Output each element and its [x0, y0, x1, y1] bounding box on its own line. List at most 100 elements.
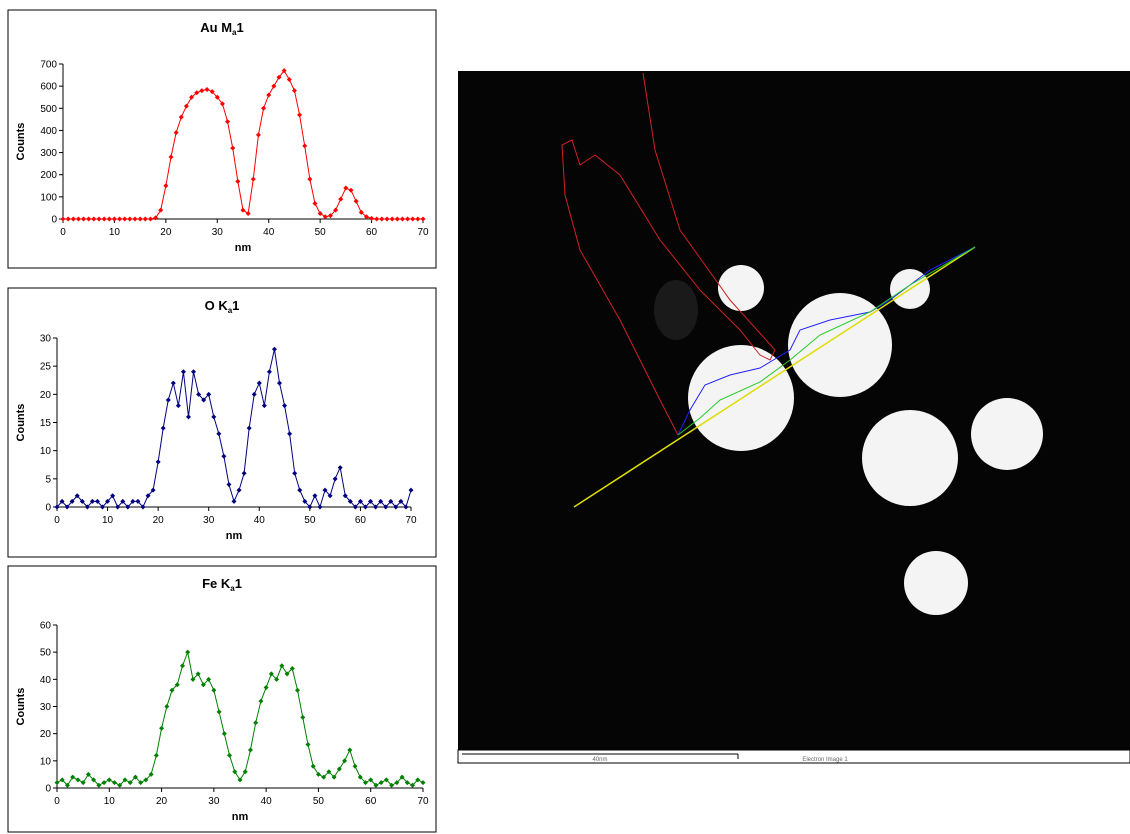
data-point [132, 774, 138, 780]
y-tick-label: 0 [51, 215, 57, 226]
data-point [169, 687, 175, 693]
data-point [394, 780, 400, 786]
data-point [399, 216, 405, 222]
data-point [89, 498, 95, 504]
data-point [342, 493, 348, 499]
data-point [211, 687, 217, 693]
data-point [378, 498, 384, 504]
data-point [227, 752, 233, 758]
data-point [300, 714, 306, 720]
data-point [312, 201, 318, 206]
data-point [266, 92, 272, 98]
data-point [256, 380, 262, 386]
data-point [94, 498, 100, 504]
y-tick-label: 500 [40, 104, 57, 115]
data-point [54, 780, 60, 786]
data-point [137, 216, 143, 222]
data-point [120, 498, 126, 504]
data-point [287, 431, 293, 437]
y-tick-label: 10 [40, 756, 52, 767]
data-point [271, 346, 277, 352]
data-point [148, 771, 154, 777]
title-part: a [232, 28, 237, 37]
data-point [221, 453, 227, 459]
data-point [140, 504, 146, 510]
x-tick-label: 50 [313, 796, 325, 807]
data-point [164, 704, 170, 709]
data-point [284, 671, 290, 677]
y-tick-label: 700 [40, 60, 57, 71]
particle [862, 410, 958, 506]
data-point [242, 769, 248, 775]
data-point [235, 178, 241, 184]
data-point [75, 216, 81, 222]
data-point [232, 769, 238, 775]
y-axis-label: Counts [15, 123, 27, 161]
y-tick-label: 0 [45, 784, 51, 795]
data-point [96, 782, 102, 788]
data-point [312, 493, 318, 499]
data-point [178, 114, 184, 120]
data-point [342, 758, 348, 764]
x-tick-label: 30 [203, 515, 215, 526]
data-point [274, 676, 280, 682]
data-point [332, 476, 338, 482]
data-point [117, 216, 123, 222]
data-point [357, 498, 363, 504]
x-tick-label: 60 [366, 227, 378, 238]
data-point [165, 397, 171, 403]
data-point [64, 504, 70, 510]
data-point [209, 89, 215, 95]
y-tick-label: 5 [45, 474, 51, 485]
chart-title: Au Ma1 [200, 20, 243, 37]
data-point [331, 774, 337, 780]
y-tick-label: 600 [40, 82, 57, 93]
data-point [230, 145, 236, 151]
data-point [297, 487, 303, 493]
data-point [168, 154, 174, 160]
data-point [420, 216, 426, 222]
y-tick-label: 20 [40, 729, 52, 740]
chart-frame [7, 9, 437, 269]
data-point [74, 493, 80, 499]
data-point [295, 687, 301, 693]
data-point [389, 782, 395, 788]
electron-image [458, 71, 1130, 750]
data-point [127, 780, 133, 786]
y-tick-label: 20 [40, 390, 52, 401]
data-point [343, 185, 349, 191]
data-point [60, 216, 66, 222]
data-point [170, 380, 176, 386]
data-point [185, 649, 191, 655]
data-point [383, 504, 389, 510]
data-point [279, 663, 285, 669]
data-point [54, 504, 60, 510]
x-tick-label: 0 [54, 515, 60, 526]
data-point [127, 216, 133, 222]
data-point [403, 504, 409, 510]
x-tick-label: 40 [254, 515, 266, 526]
data-point [281, 68, 287, 74]
data-point [155, 459, 161, 465]
data-point [236, 487, 242, 493]
data-point [373, 504, 379, 510]
particle [788, 293, 892, 397]
data-point [231, 498, 237, 504]
data-point [394, 216, 400, 222]
data-point [153, 752, 159, 758]
y-tick-label: 10 [40, 446, 52, 457]
data-point [250, 176, 256, 182]
y-tick-label: 60 [40, 621, 52, 632]
image-caption: Electron Image 1 [802, 757, 848, 763]
data-point [247, 747, 253, 753]
data-point [100, 504, 106, 510]
title-part: a [228, 306, 233, 315]
data-point [420, 780, 426, 786]
y-tick-label: 0 [45, 503, 51, 514]
title-part: Au M [200, 20, 232, 35]
particle [904, 551, 968, 615]
data-point [261, 403, 267, 409]
data-point [292, 470, 298, 476]
x-axis-label: nm [226, 530, 243, 542]
data-point [379, 216, 385, 222]
